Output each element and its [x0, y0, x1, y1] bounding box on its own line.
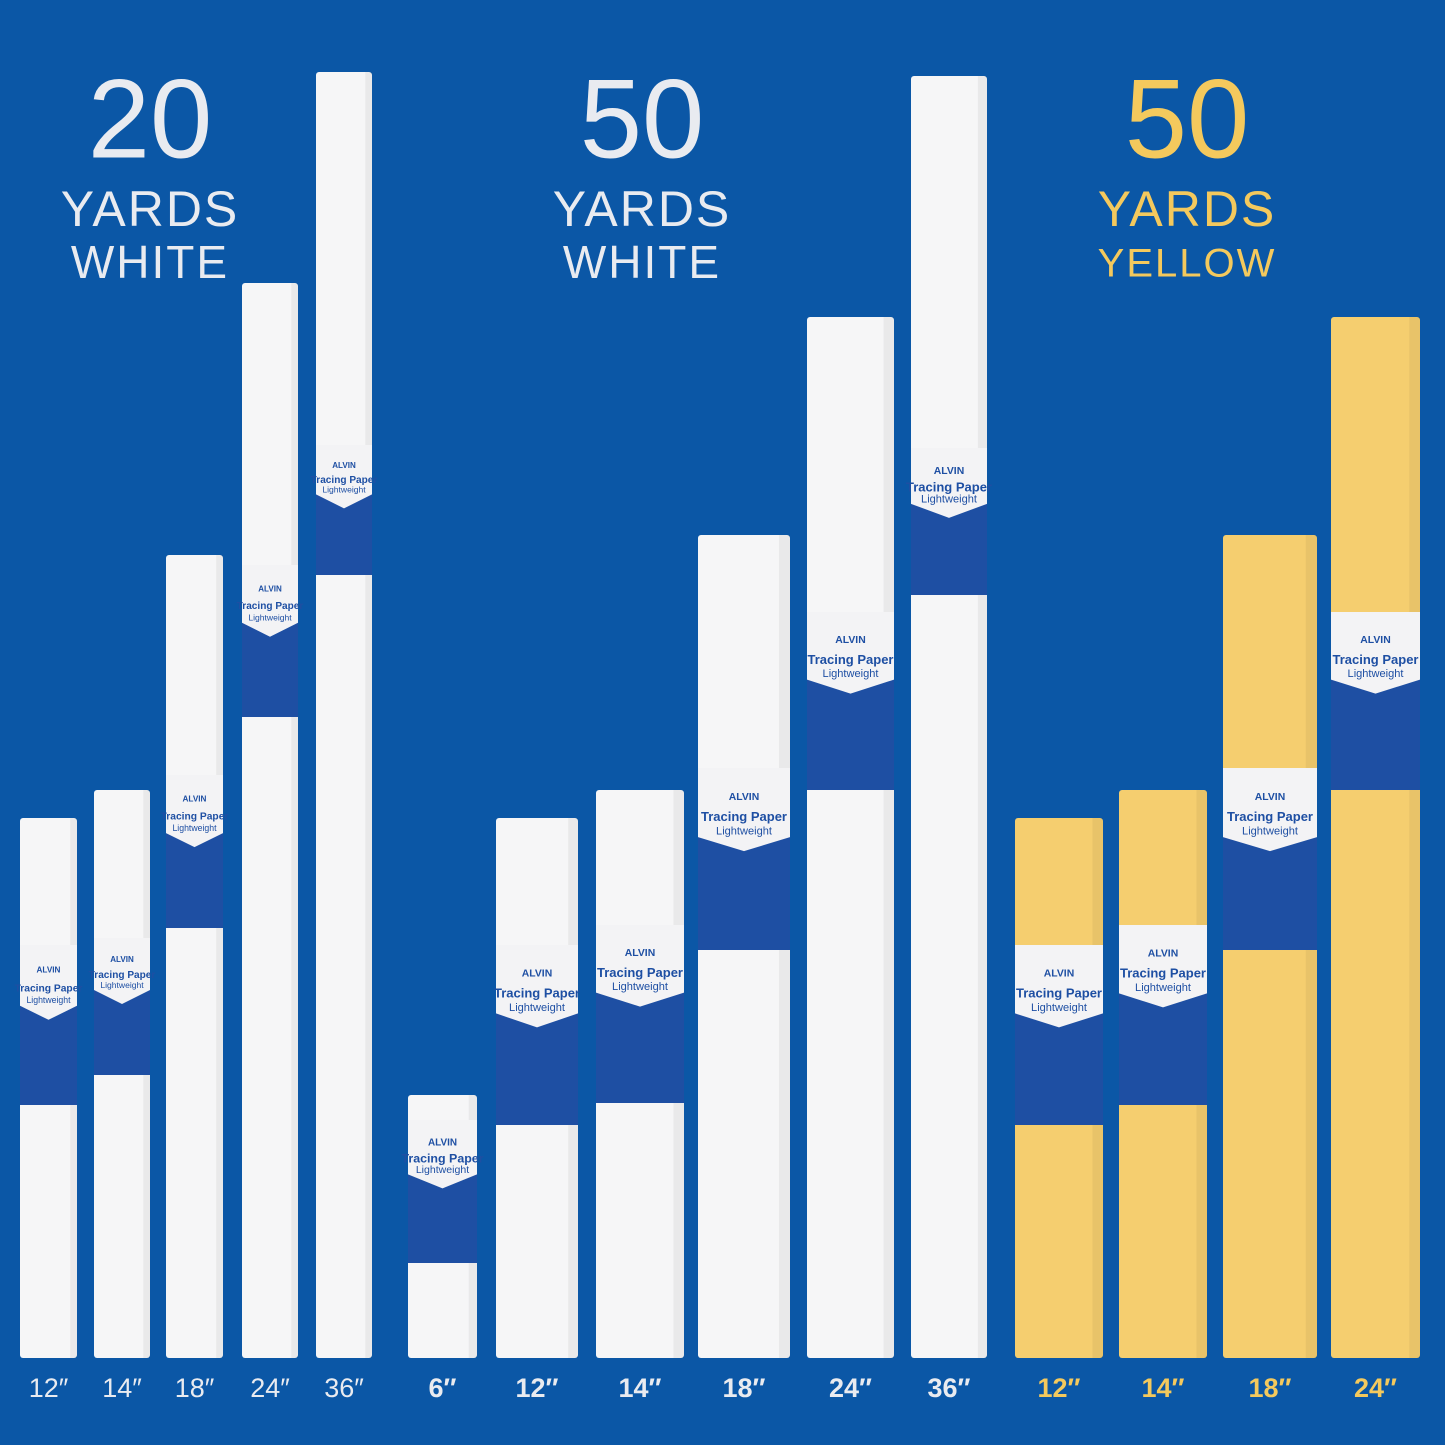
label-brand: ALVIN — [1044, 968, 1074, 979]
size-label: 36″ — [928, 1373, 971, 1403]
heading-unit: YARDS — [553, 181, 732, 237]
label-product: Tracing Paper — [701, 809, 787, 824]
label-weight: Lightweight — [322, 485, 366, 495]
label-weight: Lightweight — [416, 1164, 469, 1176]
label-top — [242, 565, 298, 637]
label-product: Tracing Paper — [1227, 809, 1313, 824]
label-weight: Lightweight — [248, 612, 292, 622]
label-product: Tracing Paper — [597, 965, 683, 980]
roll — [1331, 317, 1420, 1358]
label-brand: ALVIN — [110, 955, 134, 964]
label-brand: ALVIN — [835, 635, 865, 646]
label-brand: ALVIN — [37, 966, 61, 975]
label-weight: Lightweight — [921, 493, 977, 505]
label-brand: ALVIN — [1360, 635, 1390, 646]
label-weight: Lightweight — [509, 1002, 565, 1014]
label-top — [698, 768, 790, 852]
label-top — [1015, 945, 1103, 1028]
label-weight: Lightweight — [172, 823, 217, 833]
size-label: 18″ — [1249, 1373, 1292, 1403]
roll-shade — [883, 317, 894, 1358]
heading-unit: YARDS — [61, 181, 240, 237]
label-brand: ALVIN — [729, 792, 759, 803]
roll — [242, 283, 298, 1358]
heading-unit: YARDS — [1098, 181, 1277, 237]
size-label: 6″ — [429, 1373, 457, 1403]
label-brand: ALVIN — [332, 461, 356, 470]
heading-color: WHITE — [563, 236, 721, 288]
roll-shade — [977, 76, 987, 1358]
label-weight: Lightweight — [1348, 668, 1404, 680]
label-top — [1331, 612, 1420, 694]
label-weight: Lightweight — [1135, 982, 1191, 994]
size-label: 18″ — [175, 1373, 215, 1403]
size-label: 14″ — [1142, 1373, 1185, 1403]
label-top — [166, 775, 223, 848]
roll — [166, 555, 223, 1358]
label-product: Tracing Paper — [311, 475, 378, 486]
label-top — [496, 945, 578, 1028]
label-top — [20, 945, 77, 1020]
label-weight: Lightweight — [823, 668, 879, 680]
label-weight: Lightweight — [1242, 826, 1298, 838]
label-product: Tracing Paper — [1333, 652, 1419, 667]
label-top — [911, 448, 987, 518]
size-label: 36″ — [324, 1373, 364, 1403]
label-weight: Lightweight — [716, 826, 772, 838]
label-product: Tracing Paper — [89, 970, 156, 981]
label-brand: ALVIN — [183, 795, 207, 804]
roll-shade — [216, 555, 223, 1358]
roll — [316, 72, 372, 1358]
size-label: 14″ — [619, 1373, 662, 1403]
label-product: Tracing Paper — [15, 983, 83, 994]
size-label: 14″ — [102, 1373, 142, 1403]
heading-number: 50 — [1125, 57, 1250, 182]
roll-shade — [1409, 317, 1420, 1358]
size-label: 24″ — [1354, 1373, 1397, 1403]
label-brand: ALVIN — [428, 1137, 457, 1148]
heading-number: 50 — [580, 57, 705, 182]
label-top — [94, 938, 150, 1005]
label-brand: ALVIN — [1148, 948, 1178, 959]
label-product: Tracing Paper — [808, 652, 894, 667]
label-product: Tracing Paper — [1016, 986, 1102, 1001]
heading-color: YELLOW — [1098, 242, 1277, 286]
label-weight: Lightweight — [612, 981, 668, 993]
label-product: Tracing Paper — [494, 986, 580, 1001]
label-product: Tracing Paper — [401, 1151, 483, 1165]
roll-shade — [291, 283, 298, 1358]
label-brand: ALVIN — [522, 968, 552, 979]
heading-color: WHITE — [71, 236, 229, 288]
label-weight: Lightweight — [1031, 1002, 1087, 1014]
label-top — [596, 925, 684, 1007]
label-weight: Lightweight — [100, 980, 144, 990]
label-top — [1223, 768, 1317, 852]
size-label: 12″ — [516, 1373, 559, 1403]
label-product: Tracing Paper — [161, 812, 229, 823]
label-product: Tracing Paper — [237, 601, 304, 612]
roll — [807, 317, 894, 1358]
label-brand: ALVIN — [258, 584, 282, 593]
label-product: Tracing Paper — [906, 480, 992, 495]
roll — [911, 76, 987, 1358]
label-top — [316, 445, 372, 509]
label-top — [408, 1120, 477, 1189]
label-top — [1119, 925, 1207, 1008]
heading-number: 20 — [88, 57, 213, 182]
size-label: 18″ — [723, 1373, 766, 1403]
size-label: 12″ — [1038, 1373, 1081, 1403]
label-brand: ALVIN — [934, 466, 964, 477]
size-label: 24″ — [829, 1373, 872, 1403]
label-weight: Lightweight — [26, 995, 71, 1005]
label-brand: ALVIN — [1255, 792, 1285, 803]
size-label: 24″ — [250, 1373, 290, 1403]
size-label: 12″ — [29, 1373, 69, 1403]
label-product: Tracing Paper — [1120, 966, 1206, 981]
label-top — [807, 612, 894, 694]
label-brand: ALVIN — [625, 948, 655, 959]
roll-shade — [365, 72, 372, 1358]
